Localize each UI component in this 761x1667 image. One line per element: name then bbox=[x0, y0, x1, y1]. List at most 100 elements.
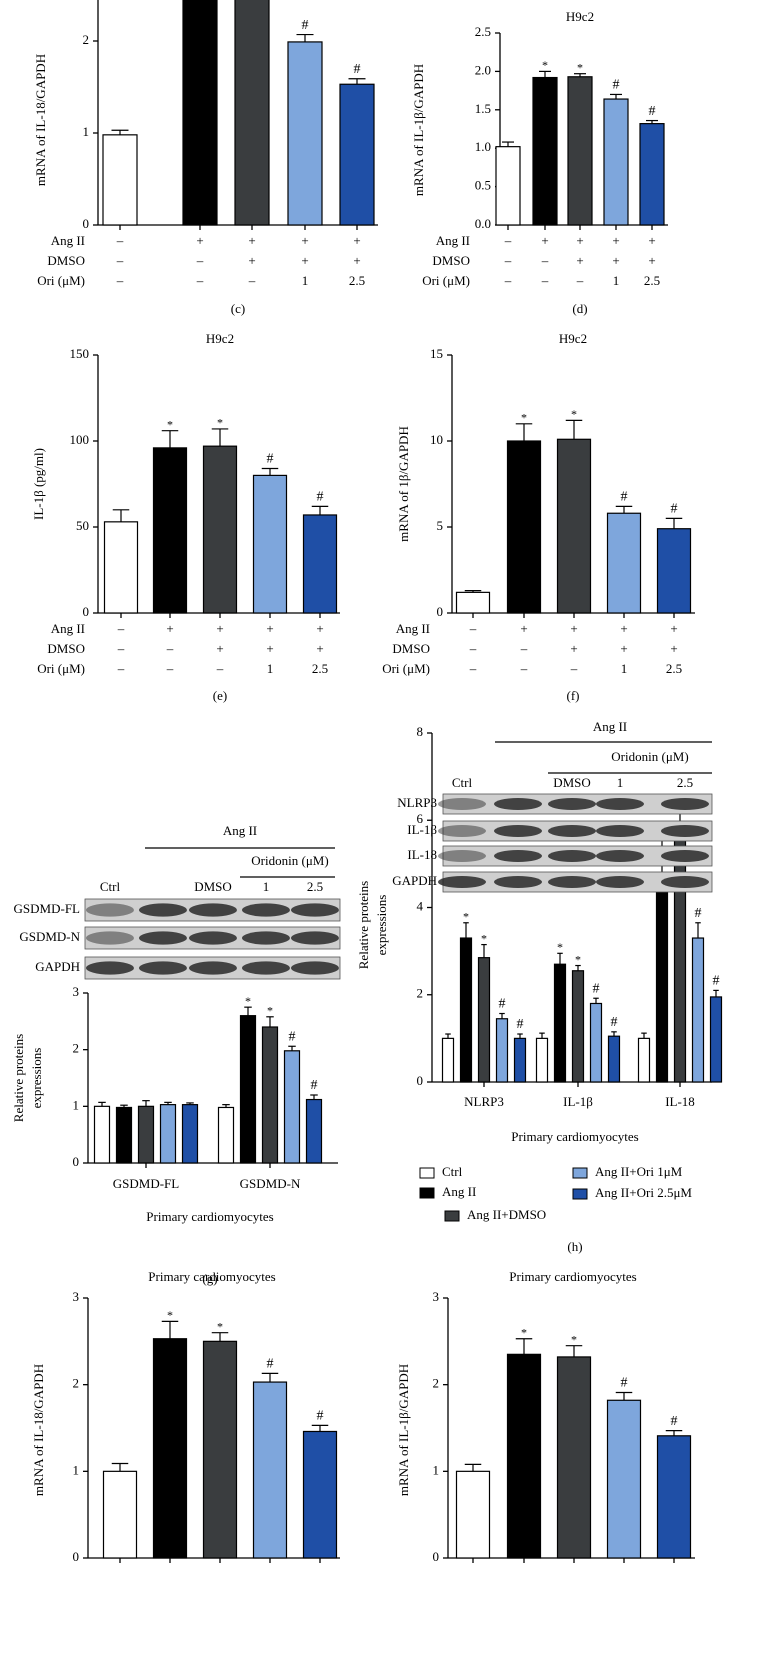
blot-band bbox=[494, 876, 542, 888]
significance-mark: * bbox=[577, 60, 583, 74]
blot-band bbox=[596, 798, 644, 810]
bar bbox=[252, 474, 288, 614]
bar bbox=[182, 0, 218, 226]
condition-value: + bbox=[266, 621, 273, 636]
blot-row-label: GSDMD-N bbox=[19, 929, 80, 944]
x-axis-label: Primary cardiomyocytes bbox=[146, 1209, 273, 1224]
condition-value: 2.5 bbox=[349, 273, 365, 288]
bar bbox=[217, 1106, 235, 1164]
condition-label: Ori (μM) bbox=[382, 661, 430, 676]
blot-band bbox=[548, 850, 596, 862]
blot-band bbox=[242, 903, 290, 917]
condition-value: 1 bbox=[267, 661, 274, 676]
bar bbox=[691, 937, 705, 1083]
bar bbox=[513, 1037, 527, 1083]
y-axis-label: mRNA of IL-18/GAPDH bbox=[33, 54, 48, 186]
bar bbox=[202, 1340, 238, 1559]
blot-row-label: IL-1β bbox=[407, 822, 437, 837]
bar bbox=[639, 123, 665, 226]
blot-band bbox=[86, 961, 134, 975]
blot-row-label: IL-18 bbox=[407, 847, 437, 862]
y-tick-label: 2 bbox=[433, 1376, 440, 1391]
blot-band bbox=[189, 903, 237, 917]
significance-mark: * bbox=[571, 407, 577, 421]
bar bbox=[556, 1356, 592, 1559]
condition-value: – bbox=[504, 233, 512, 248]
condition-value: – bbox=[541, 253, 549, 268]
condition-value: – bbox=[117, 641, 125, 656]
blot-band bbox=[438, 876, 486, 888]
significance-mark: * bbox=[557, 940, 563, 954]
condition-value: + bbox=[576, 233, 583, 248]
bar bbox=[102, 134, 138, 226]
bar bbox=[455, 1470, 491, 1559]
condition-value: + bbox=[670, 621, 677, 636]
bar bbox=[234, 0, 270, 226]
condition-value: + bbox=[301, 233, 308, 248]
blot-row-label: GAPDH bbox=[35, 959, 80, 974]
bar bbox=[302, 1430, 338, 1559]
condition-label: Ang II bbox=[51, 233, 85, 248]
blot-band bbox=[139, 903, 187, 917]
legend-swatch bbox=[572, 1167, 588, 1179]
significance-mark: # bbox=[317, 490, 324, 505]
blot-band bbox=[189, 961, 237, 975]
condition-value: – bbox=[520, 641, 528, 656]
condition-value: + bbox=[216, 621, 223, 636]
bar bbox=[202, 445, 238, 614]
blot-band bbox=[139, 961, 187, 975]
significance-mark: # bbox=[671, 1414, 678, 1429]
y-tick-label: 0 bbox=[83, 604, 90, 619]
blot-band bbox=[139, 931, 187, 945]
condition-label: Ori (μM) bbox=[37, 273, 85, 288]
condition-value: + bbox=[570, 641, 577, 656]
blot-group-label: Ang II bbox=[593, 719, 627, 734]
condition-value: + bbox=[301, 253, 308, 268]
blot-band bbox=[291, 961, 339, 975]
blot-band bbox=[86, 931, 134, 945]
y-tick-label: 2.0 bbox=[475, 62, 491, 77]
bar bbox=[607, 1035, 621, 1083]
bar bbox=[152, 1338, 188, 1559]
y-axis-label: expressions bbox=[374, 895, 389, 956]
condition-value: + bbox=[620, 641, 627, 656]
condition-label: Ang II bbox=[436, 233, 470, 248]
y-tick-label: 150 bbox=[70, 346, 90, 361]
condition-label: DMSO bbox=[432, 253, 470, 268]
blot-row-label: GSDMD-FL bbox=[14, 901, 81, 916]
significance-mark: # bbox=[302, 18, 309, 33]
panel-letter: (f) bbox=[567, 688, 580, 703]
blot-band bbox=[548, 825, 596, 837]
panel-letter: (d) bbox=[572, 301, 587, 316]
y-tick-label: 0 bbox=[417, 1073, 424, 1088]
lane-label: DMSO bbox=[553, 775, 591, 790]
significance-mark: # bbox=[267, 452, 274, 467]
condition-value: + bbox=[520, 621, 527, 636]
significance-mark: # bbox=[267, 1357, 274, 1372]
significance-mark: * bbox=[571, 1332, 577, 1346]
legend-swatch bbox=[444, 1210, 460, 1222]
condition-value: – bbox=[196, 253, 204, 268]
blot-band bbox=[494, 798, 542, 810]
significance-mark: * bbox=[575, 952, 581, 966]
bar bbox=[252, 1381, 288, 1559]
y-tick-label: 1 bbox=[73, 1462, 80, 1477]
y-tick-label: 2 bbox=[417, 986, 424, 1001]
bar bbox=[603, 98, 629, 226]
condition-value: – bbox=[166, 641, 174, 656]
significance-mark: # bbox=[695, 906, 702, 921]
blot-band bbox=[438, 798, 486, 810]
legend-label: Ang II bbox=[442, 1184, 476, 1199]
condition-value: + bbox=[316, 641, 323, 656]
legend-swatch bbox=[419, 1167, 435, 1179]
lane-label: 1 bbox=[263, 879, 270, 894]
significance-mark: # bbox=[499, 997, 506, 1012]
y-axis-label: mRNA of IL-18/GAPDH bbox=[31, 1364, 46, 1496]
y-tick-label: 0 bbox=[83, 216, 90, 231]
condition-value: – bbox=[469, 621, 477, 636]
blot-band bbox=[242, 931, 290, 945]
significance-mark: # bbox=[354, 62, 361, 77]
condition-value: + bbox=[316, 621, 323, 636]
blot-band bbox=[494, 850, 542, 862]
significance-mark: * bbox=[542, 58, 548, 72]
